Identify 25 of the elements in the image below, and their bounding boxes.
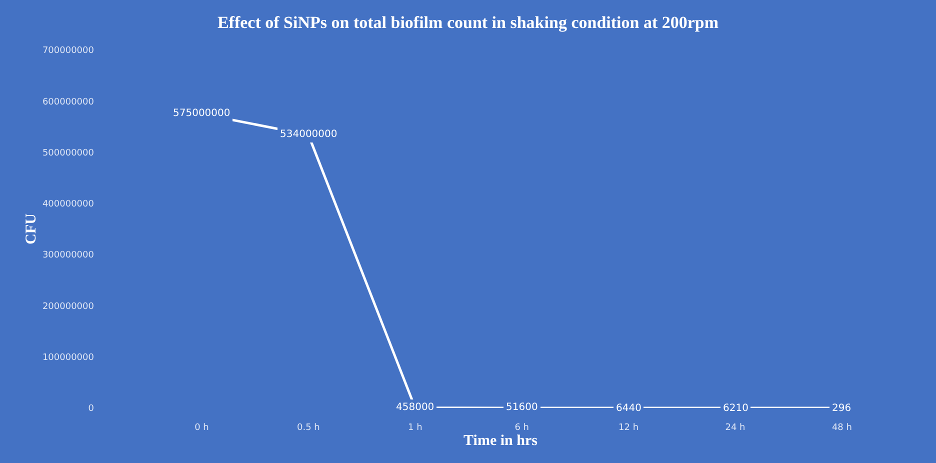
y-tick-label: 200000000 [42,302,94,312]
y-tick-label: 500000000 [42,148,94,158]
y-axis-title: CFU [24,213,40,244]
data-label: 575000000 [173,108,230,119]
x-tick-label: 0 h [194,423,209,433]
y-tick-label: 100000000 [42,353,94,364]
x-tick-label: 12 h [618,423,639,433]
data-label: 458000 [396,402,434,413]
x-tick-label: 24 h [725,423,746,433]
data-label: 6440 [616,403,642,414]
data-label: 296 [832,403,852,414]
x-tick-label: 0.5 h [296,423,320,433]
chart-title: Effect of SiNPs on total biofilm count in shaking condition at 200rpm [217,13,719,32]
data-label: 534000000 [280,129,338,140]
y-tick-label: 300000000 [42,250,94,261]
x-tick-label: 1 h [408,423,422,433]
y-tick-label: 600000000 [42,97,94,108]
x-axis-title: Time in hrs [464,433,538,449]
y-tick-label: 700000000 [42,46,94,56]
data-label: 51600 [506,402,538,413]
y-tick-label: 0 [88,404,94,414]
x-tick-label: 6 h [514,423,529,433]
data-label: 6210 [723,403,748,414]
y-tick-label: 400000000 [42,200,94,210]
x-tick-label: 48 h [832,423,852,433]
